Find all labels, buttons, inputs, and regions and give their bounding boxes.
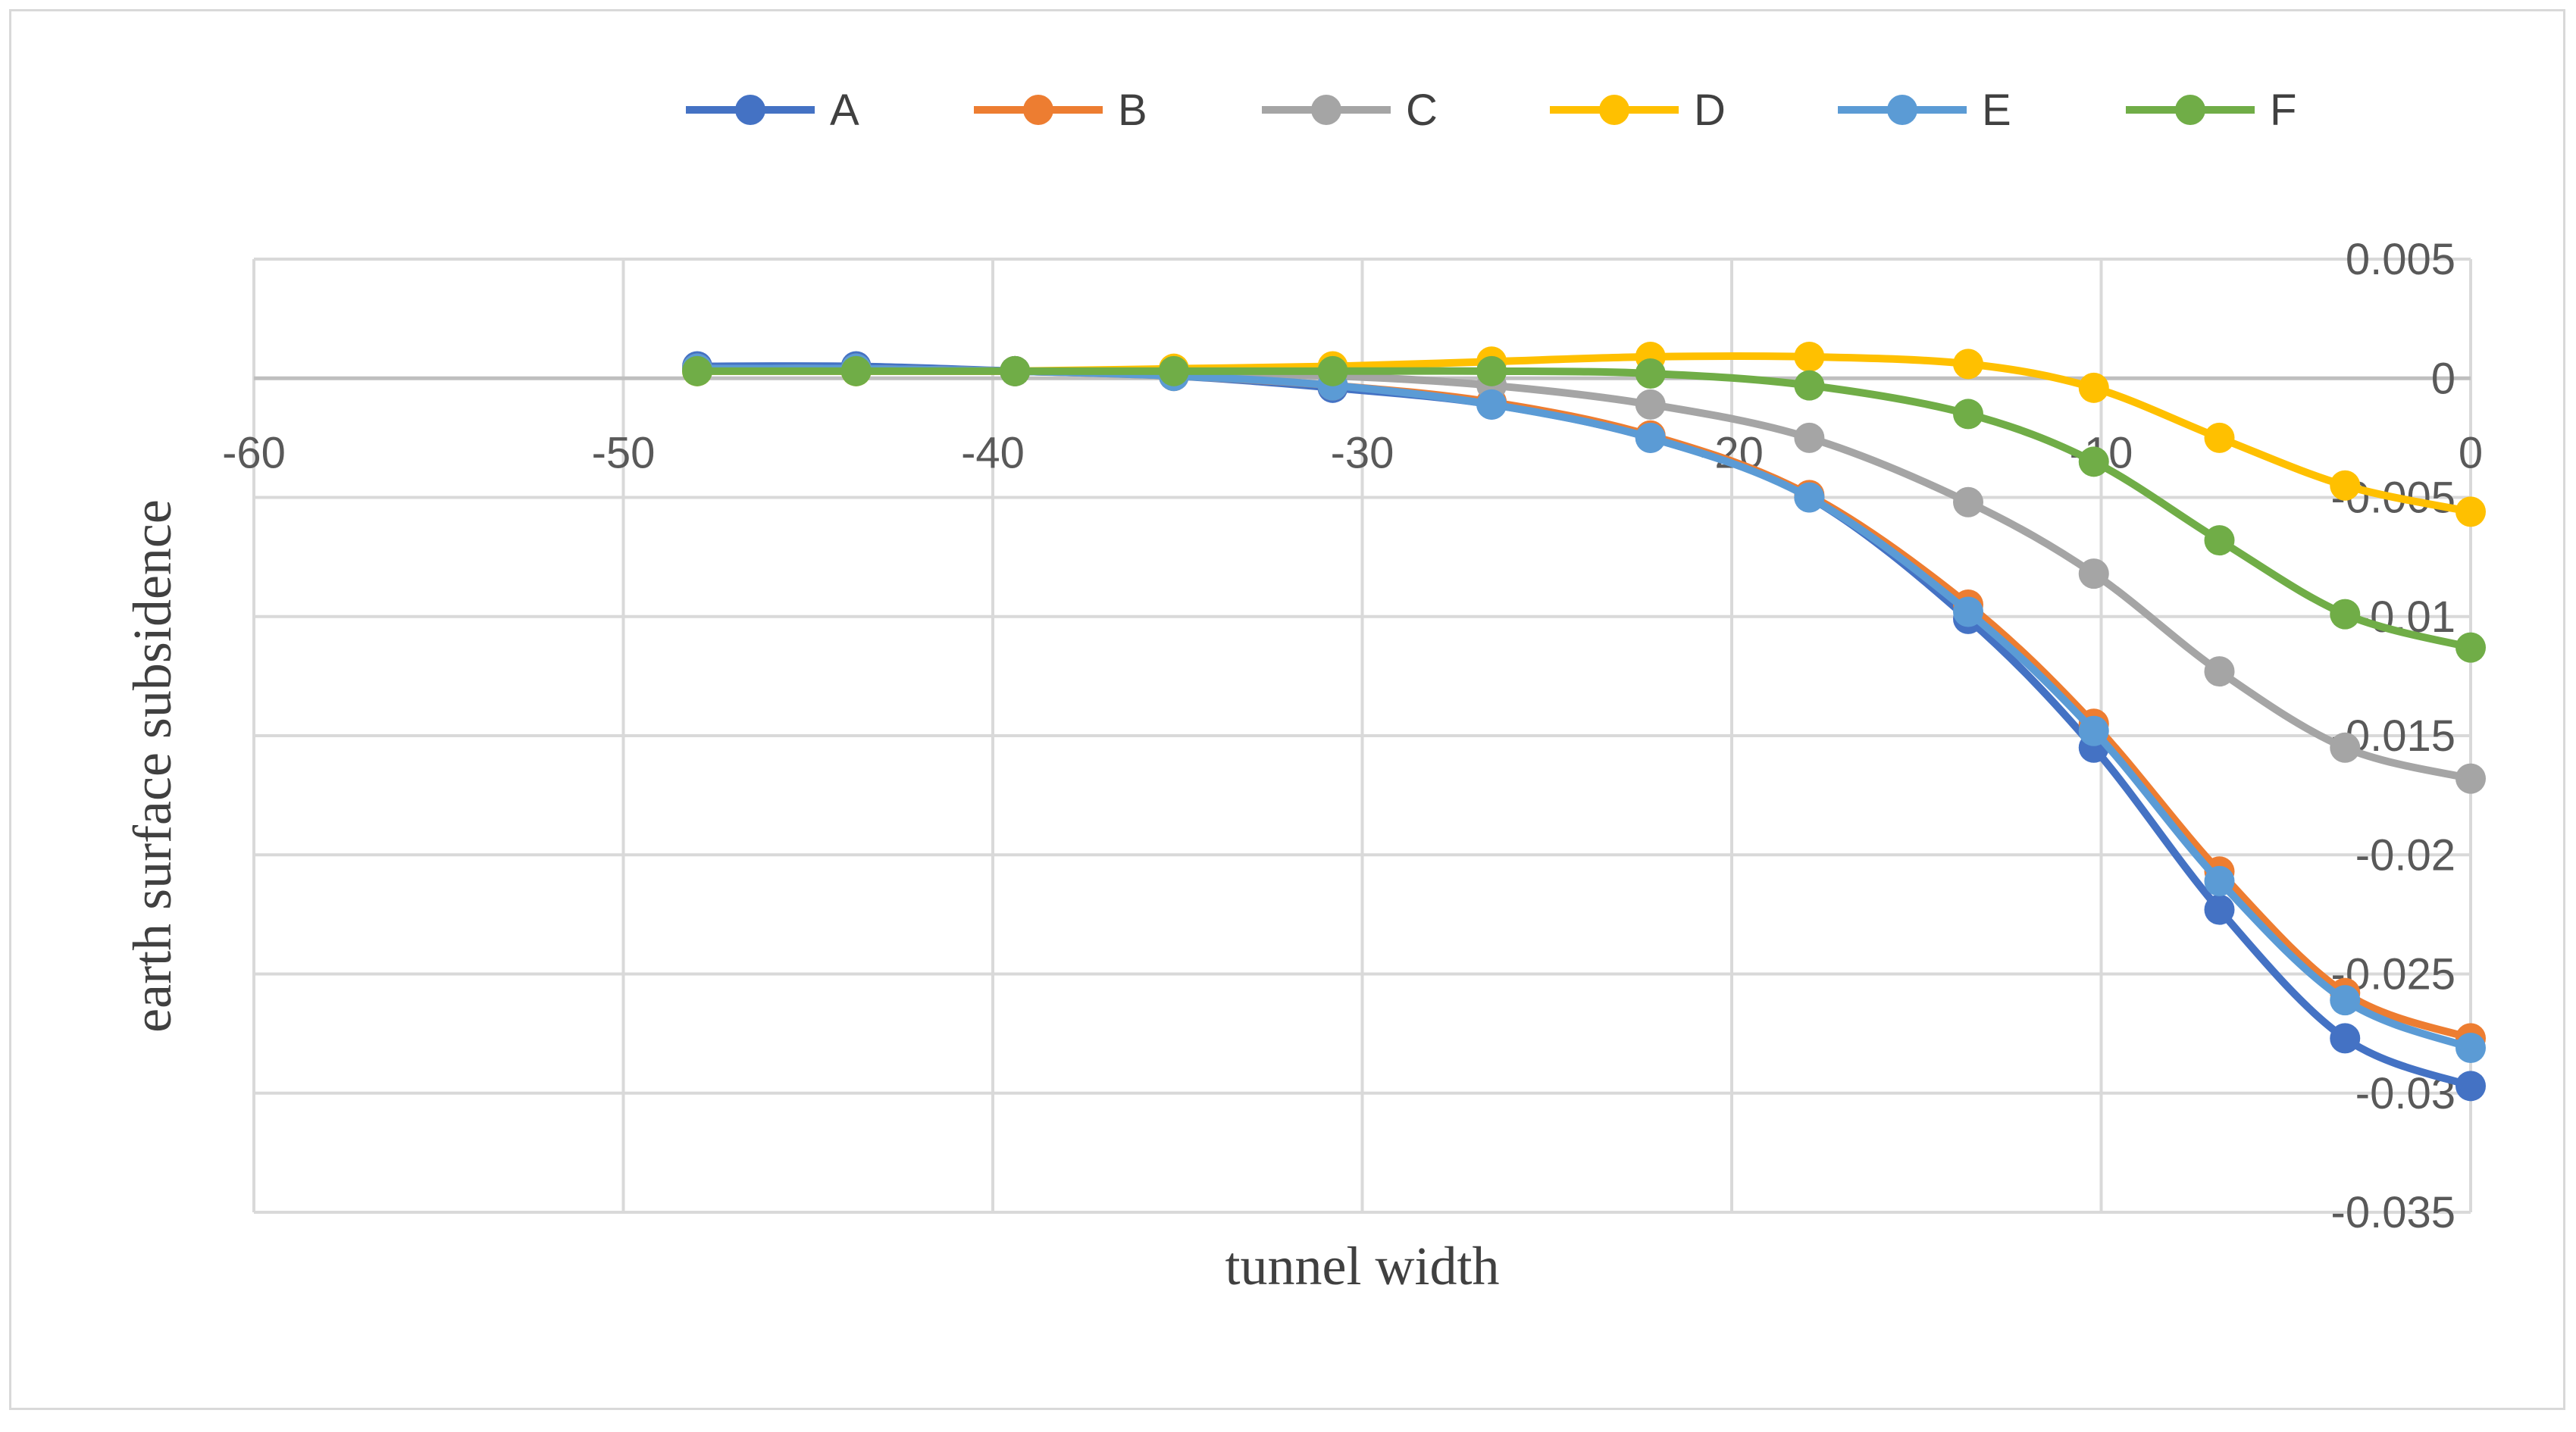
x-tick-label: -50 <box>592 428 656 477</box>
chart-frame: -60-50-40-30-20-100 0.0050-0.005-0.01-0.… <box>9 9 2565 1410</box>
data-point-C <box>1794 422 1825 453</box>
legend-label: A <box>830 86 859 135</box>
legend-item-B: B <box>974 86 1147 135</box>
data-point-D <box>2204 422 2235 453</box>
x-tick-label: -40 <box>961 428 1025 477</box>
y-tick-label: 0.005 <box>2346 235 2455 284</box>
series-A <box>682 351 2486 1102</box>
grid <box>252 258 2472 1214</box>
legend-label: D <box>1694 86 1726 135</box>
data-point-C <box>1953 486 1983 517</box>
data-point-C <box>1635 389 1666 420</box>
data-point-F <box>1476 355 1507 386</box>
x-axis-title: tunnel width <box>1225 1236 1500 1296</box>
legend-swatch-marker <box>1887 95 1917 125</box>
y-tick-label: -0.035 <box>2331 1188 2455 1237</box>
data-point-F <box>1158 355 1189 386</box>
legend-swatch-marker <box>1023 95 1053 125</box>
legend-item-C: C <box>1262 86 1438 135</box>
data-point-A <box>2330 1023 2361 1054</box>
legend-swatch-marker <box>1599 95 1629 125</box>
data-point-F <box>1317 355 1348 386</box>
line-chart: -60-50-40-30-20-100 0.0050-0.005-0.01-0.… <box>122 86 2486 1296</box>
x-tick-label: 0 <box>2459 428 2483 477</box>
x-tick-labels: -60-50-40-30-20-100 <box>222 428 2483 477</box>
data-point-D <box>2078 372 2109 403</box>
data-point-E <box>2204 865 2235 896</box>
y-tick-label: 0 <box>2431 354 2455 403</box>
legend-swatch-marker <box>735 95 765 125</box>
legend-swatch-marker <box>2175 95 2205 125</box>
legend-item-F: F <box>2126 86 2296 135</box>
series-E <box>682 353 2486 1063</box>
x-tick-label: -30 <box>1331 428 1394 477</box>
legend: A B C D E F <box>686 86 2296 135</box>
legend-label: B <box>1118 86 1147 135</box>
data-point-E <box>1794 482 1825 513</box>
data-point-D <box>2330 470 2361 501</box>
y-tick-label: -0.02 <box>2355 830 2455 880</box>
data-point-E <box>1953 596 1983 627</box>
legend-label: E <box>1982 86 2011 135</box>
data-point-E <box>2455 1032 2486 1063</box>
data-point-F <box>2078 446 2109 477</box>
data-point-E <box>2330 985 2361 1016</box>
data-point-D <box>1794 341 1825 372</box>
data-point-E <box>1635 422 1666 453</box>
data-point-E <box>1476 389 1507 420</box>
data-point-F <box>1635 358 1666 389</box>
legend-label: F <box>2270 86 2296 135</box>
series-B <box>682 353 2486 1054</box>
data-point-C <box>2330 732 2361 763</box>
y-axis-title: earth surface subsidence <box>122 499 183 1033</box>
series-F <box>682 355 2486 663</box>
data-point-E <box>2078 715 2109 746</box>
data-point-C <box>2078 558 2109 589</box>
series-line-F <box>693 367 2474 652</box>
data-point-F <box>840 355 872 386</box>
data-point-F <box>1794 370 1825 401</box>
legend-label: C <box>1406 86 1438 135</box>
data-point-A <box>2204 894 2235 925</box>
data-point-F <box>1000 355 1031 386</box>
data-point-F <box>682 355 712 386</box>
data-point-D <box>1953 349 1983 380</box>
data-point-F <box>2330 599 2361 630</box>
x-tick-label: -60 <box>222 428 286 477</box>
data-point-D <box>2455 496 2486 527</box>
data-point-F <box>2455 632 2486 663</box>
data-point-F <box>1953 399 1983 430</box>
legend-item-E: E <box>1838 86 2011 135</box>
legend-item-A: A <box>686 86 859 135</box>
legend-swatch-marker <box>1311 95 1341 125</box>
data-point-C <box>2455 763 2486 794</box>
series-group <box>682 341 2486 1102</box>
data-point-F <box>2204 525 2235 556</box>
data-point-A <box>2455 1071 2486 1102</box>
data-point-C <box>2204 656 2235 687</box>
legend-item-D: D <box>1550 86 1726 135</box>
